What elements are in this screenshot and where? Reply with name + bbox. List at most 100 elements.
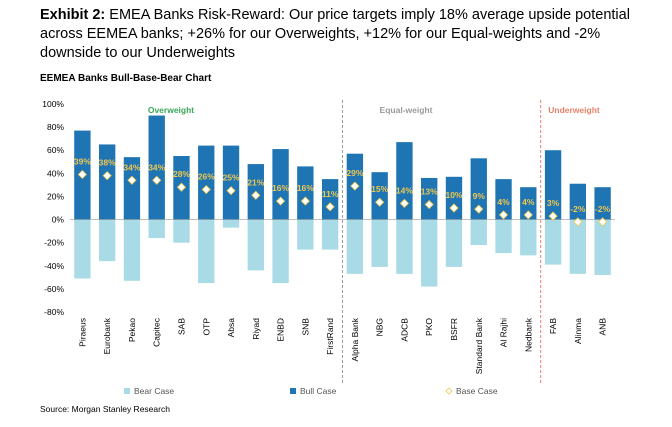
x-tick-label: Absa xyxy=(226,318,236,338)
base-case-marker xyxy=(375,197,385,207)
x-tick-label: Nedbank xyxy=(523,317,533,352)
bear-bar xyxy=(123,219,141,281)
base-case-label: 16% xyxy=(272,183,289,193)
bull-bar xyxy=(470,158,487,220)
bear-bar xyxy=(321,219,339,250)
bull-bar xyxy=(396,142,413,220)
base-case-marker xyxy=(598,217,608,227)
x-tick-label: Al Rajhi xyxy=(499,318,509,347)
base-case-marker xyxy=(251,190,261,200)
base-case-marker xyxy=(474,204,484,214)
bull-bar xyxy=(421,177,438,220)
y-tick-label: 40% xyxy=(47,168,64,178)
legend-label: Base Case xyxy=(456,386,498,396)
legend-label: Bull Case xyxy=(300,386,337,396)
base-case-label: 29% xyxy=(346,168,363,178)
base-case-label: 13% xyxy=(421,187,438,197)
base-case-label: 26% xyxy=(198,172,215,182)
x-tick-label: BSFR xyxy=(449,318,459,341)
bull-bar xyxy=(594,187,611,220)
bear-bar xyxy=(272,219,289,284)
chart-title: Exhibit 2: EMEA Banks Risk-Reward: Our p… xyxy=(40,6,665,63)
y-tick-label: -40% xyxy=(44,261,64,271)
x-tick-label: Alpha Bank xyxy=(350,317,360,361)
base-case-label: 25% xyxy=(223,173,240,183)
bull-bar xyxy=(222,145,240,220)
bear-bar xyxy=(594,219,611,276)
x-tick-label: SAB xyxy=(176,318,186,335)
x-tick-label: SNB xyxy=(300,318,310,336)
base-case-label: 34% xyxy=(123,162,140,172)
bear-bar xyxy=(544,219,562,265)
base-case-label: 28% xyxy=(173,169,190,179)
bear-bar xyxy=(371,219,388,267)
bull-bar xyxy=(198,145,215,220)
exhibit-label: Exhibit 2: xyxy=(40,7,106,23)
title-text: EMEA Banks Risk-Reward: Our price target… xyxy=(40,7,630,61)
x-tick-label: Standard Bank xyxy=(474,317,484,374)
bull-bar xyxy=(495,179,512,220)
bear-bar xyxy=(247,219,264,271)
bear-bar xyxy=(569,219,587,274)
bear-bar xyxy=(98,219,116,262)
x-tick-label: FAB xyxy=(548,318,558,334)
base-case-marker xyxy=(176,182,187,192)
bear-bar xyxy=(396,219,413,274)
bull-bar xyxy=(445,176,463,220)
x-tick-label: ENBD xyxy=(276,318,286,342)
bull-bar xyxy=(569,183,587,220)
legend-swatch-bear xyxy=(124,388,130,394)
x-tick-label: ANB xyxy=(598,318,608,336)
x-tick-label: Pekao xyxy=(127,318,137,342)
base-case-marker xyxy=(399,198,409,208)
bear-bar xyxy=(421,219,438,287)
y-tick-label: -60% xyxy=(44,284,64,294)
x-tick-label: PKO xyxy=(424,318,434,336)
y-tick-label: 80% xyxy=(47,122,64,132)
base-case-label: 38% xyxy=(99,158,116,168)
base-case-marker xyxy=(573,217,583,227)
bear-bar xyxy=(173,219,190,243)
bull-bar xyxy=(98,144,116,220)
base-case-marker xyxy=(350,181,360,191)
base-case-marker xyxy=(226,186,236,196)
bear-bar xyxy=(222,219,240,228)
base-case-label: -2% xyxy=(595,204,611,214)
y-tick-label: 100% xyxy=(42,99,64,109)
base-case-marker xyxy=(152,175,162,185)
y-tick-label: 60% xyxy=(47,145,64,155)
bull-bar xyxy=(272,149,289,220)
base-case-marker xyxy=(449,203,459,213)
base-case-marker xyxy=(201,184,211,195)
bear-bar xyxy=(470,219,487,245)
bear-bar xyxy=(297,219,314,250)
base-case-label: 11% xyxy=(322,189,339,199)
y-tick-label: 20% xyxy=(47,191,64,201)
bear-bar xyxy=(520,219,537,256)
x-tick-label: Capitec xyxy=(152,317,162,347)
bear-bar xyxy=(346,219,364,274)
bull-bar xyxy=(148,115,165,220)
group-label: Equal-weight xyxy=(380,105,433,115)
bear-bar xyxy=(198,219,215,284)
base-case-marker xyxy=(498,210,509,220)
x-tick-label: FirstRand xyxy=(325,318,335,355)
x-tick-label: Piraeus xyxy=(77,318,87,347)
bull-bar xyxy=(297,166,314,220)
base-case-label: 34% xyxy=(148,162,165,172)
y-tick-label: -80% xyxy=(44,307,64,317)
base-case-label: 9% xyxy=(473,191,486,201)
base-case-label: 3% xyxy=(547,198,560,208)
base-case-label: 16% xyxy=(297,183,314,193)
base-case-label: 15% xyxy=(371,184,388,194)
y-tick-label: 0% xyxy=(52,215,65,225)
group-label: Underweight xyxy=(548,105,600,115)
base-case-marker xyxy=(300,196,310,206)
base-case-marker xyxy=(276,196,286,206)
bear-bar xyxy=(148,219,165,239)
base-case-label: 10% xyxy=(445,190,462,200)
source-note: Source: Morgan Stanley Research xyxy=(40,404,170,414)
base-case-label: 39% xyxy=(74,156,91,166)
base-case-label: 4% xyxy=(522,197,535,207)
